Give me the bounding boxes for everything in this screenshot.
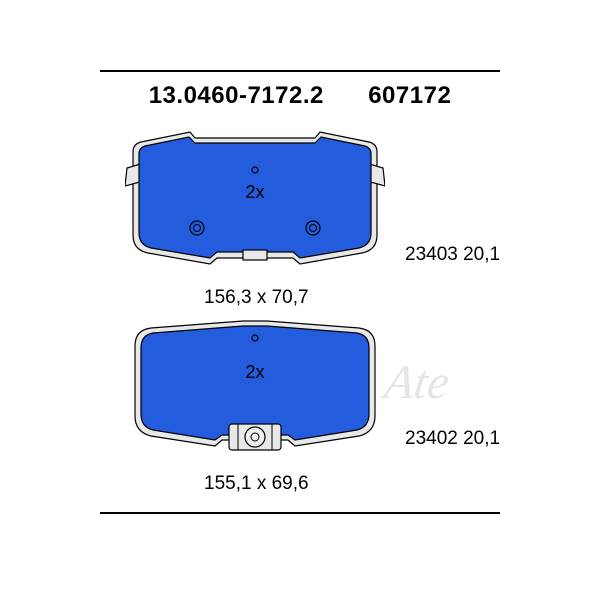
divider-top [100, 70, 500, 72]
brake-pad-lower: 2x [125, 318, 385, 468]
ref-lower: 23402 20,1 [405, 428, 500, 450]
ref-upper: 23403 20,1 [405, 244, 500, 266]
header-part-numbers: 13.0460-7172.2 607172 [0, 82, 600, 110]
clip-assembly [229, 424, 281, 450]
brake-pad-upper: 2x [125, 130, 385, 285]
diagram-container: 13.0460-7172.2 607172 Ate 2x [0, 0, 600, 600]
quantity-label-upper: 2x [245, 182, 264, 202]
watermark-logo: Ate [381, 355, 453, 410]
dimension-lower: 155,1 x 69,6 [204, 473, 309, 495]
part-number: 13.0460-7172.2 [149, 82, 324, 110]
quantity-label-lower: 2x [245, 362, 264, 382]
short-code: 607172 [368, 82, 451, 110]
divider-bottom [100, 512, 500, 514]
dimension-upper: 156,3 x 70,7 [204, 287, 309, 309]
